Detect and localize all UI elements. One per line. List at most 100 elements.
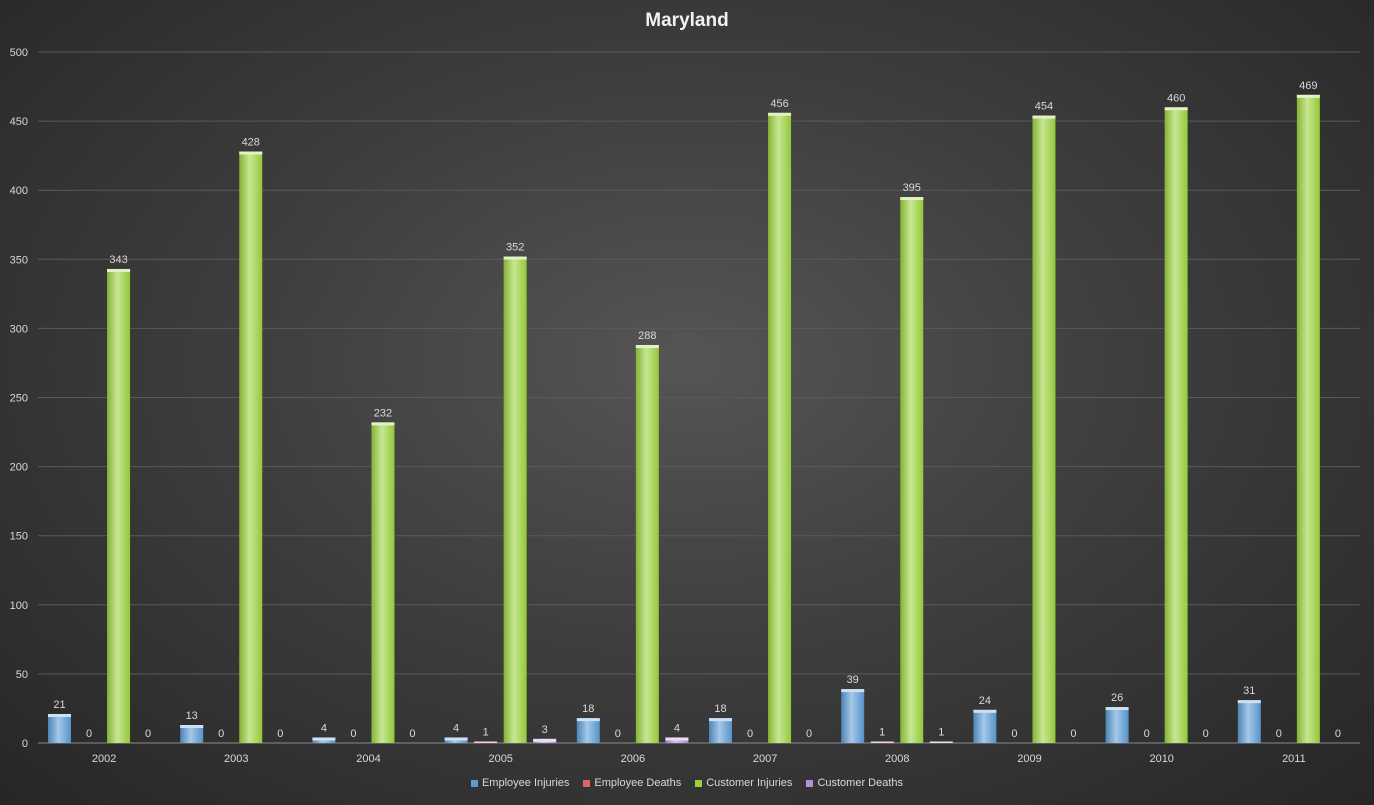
data-label: 454: [1035, 101, 1053, 113]
legend-swatch: [695, 779, 703, 787]
bar: [1296, 94, 1320, 744]
bar: [973, 709, 997, 743]
legend-label: Employee Injuries: [481, 777, 570, 789]
x-tick-label: 2004: [356, 753, 380, 765]
bar-cap: [371, 422, 395, 426]
bar: [503, 256, 527, 743]
y-tick-label: 450: [10, 116, 28, 128]
y-tick-label: 50: [16, 669, 28, 681]
bar: [1032, 115, 1056, 743]
data-label: 21: [53, 699, 65, 711]
x-axis-ticks: 2002 2003 2004 2005 2006 2007 2008 2009 2010 2011: [92, 753, 1306, 765]
y-tick-label: 100: [10, 600, 28, 612]
data-label: 0: [1011, 728, 1017, 740]
x-tick-label: 2002: [92, 753, 116, 765]
y-tick-label: 250: [10, 393, 28, 405]
data-label: 0: [747, 728, 753, 740]
legend-swatch: [806, 779, 814, 787]
data-label: 232: [374, 407, 392, 419]
bar-cap: [107, 268, 131, 272]
y-tick-label: 200: [10, 462, 28, 474]
legend-label: Customer Deaths: [817, 777, 904, 789]
data-label: 288: [638, 330, 656, 342]
x-tick-label: 2008: [885, 753, 909, 765]
bar: [768, 112, 792, 744]
bar-cap: [768, 112, 792, 116]
data-label: 352: [506, 242, 524, 254]
data-label: 0: [615, 728, 621, 740]
y-tick-label: 0: [22, 738, 28, 750]
bars: [48, 94, 1320, 744]
x-tick-label: 2010: [1149, 753, 1173, 765]
bar-cap: [1032, 115, 1056, 119]
legend-swatch: [583, 779, 591, 787]
data-label: 4: [321, 722, 327, 734]
data-label: 1: [483, 727, 489, 739]
data-label: 0: [218, 728, 224, 740]
y-axis-ticks: 0 50 100 150 200 250 300 350 400 450 500: [10, 47, 28, 750]
x-tick-label: 2006: [621, 753, 645, 765]
bar-cap: [1164, 107, 1188, 111]
bar-cap: [929, 741, 953, 743]
bar: [239, 151, 263, 743]
bar-cap: [48, 713, 71, 717]
data-label: 24: [979, 695, 991, 707]
data-label: 39: [847, 674, 859, 686]
bar-cap: [841, 689, 865, 693]
y-tick-label: 400: [10, 185, 28, 197]
data-label: 460: [1167, 92, 1185, 104]
legend-item: Employee Deaths: [583, 777, 681, 789]
data-label: 0: [806, 728, 812, 740]
data-label: 428: [242, 137, 260, 149]
chart-title: Maryland: [645, 10, 729, 31]
x-tick-label: 2011: [1282, 753, 1306, 765]
data-label: 456: [770, 98, 788, 110]
x-tick-label: 2009: [1017, 753, 1041, 765]
bar-cap: [709, 718, 732, 722]
legend: Employee Injuries Employee Deaths Customer…: [0, 777, 1374, 789]
data-label: 0: [1144, 728, 1150, 740]
bar: [900, 197, 924, 744]
bar-cap: [180, 725, 204, 729]
bar: [180, 725, 204, 743]
bar-cap: [1237, 700, 1261, 704]
data-label: 395: [903, 182, 921, 194]
legend-item: Customer Injuries: [695, 777, 792, 789]
bar-cap: [474, 741, 498, 743]
bar-cap: [635, 344, 659, 348]
bar: [371, 422, 395, 743]
data-label: 1: [938, 727, 944, 739]
legend-swatch: [470, 779, 478, 787]
bar: [1164, 107, 1188, 743]
data-labels: 21 0 343 0 13 0 428 0 4 0 232 0 4 1 352 3 18 0 288 4 18 0 456 0…: [53, 80, 1341, 740]
legend-item: Employee Injuries: [470, 777, 570, 789]
bar: [48, 713, 71, 743]
data-label: 26: [1111, 692, 1123, 704]
data-label: 469: [1299, 80, 1317, 92]
data-label: 0: [350, 728, 356, 740]
bar-cap: [312, 737, 336, 741]
bar-cap: [1105, 707, 1129, 711]
data-label: 0: [1335, 728, 1341, 740]
bar: [1237, 700, 1261, 743]
legend-item: Customer Deaths: [806, 777, 903, 789]
x-tick-label: 2007: [753, 753, 777, 765]
bar-cap: [239, 151, 263, 155]
data-label: 3: [542, 724, 548, 736]
y-tick-label: 150: [10, 531, 28, 543]
data-label: 0: [145, 728, 151, 740]
bar: [1105, 707, 1129, 743]
bar: [841, 689, 865, 743]
legend-label: Employee Deaths: [594, 777, 682, 789]
bar: [576, 718, 600, 743]
data-label: 0: [1276, 728, 1282, 740]
data-label: 13: [186, 710, 198, 722]
bar-cap: [503, 256, 527, 260]
bar-cap: [973, 709, 997, 713]
bar-cap: [900, 197, 924, 201]
data-label: 4: [674, 722, 680, 734]
bar: [107, 268, 131, 743]
bar-cap: [1296, 94, 1320, 98]
